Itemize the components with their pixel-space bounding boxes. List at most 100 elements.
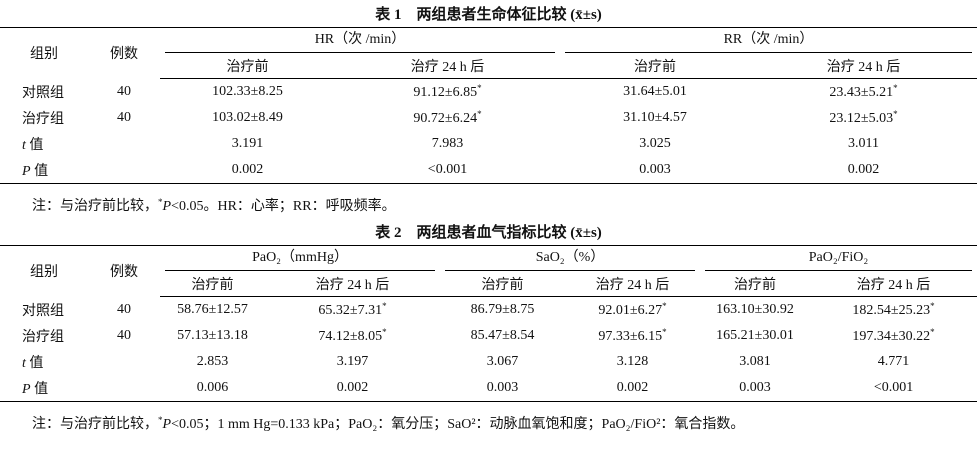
cell <box>88 157 160 184</box>
row: t 值 3.191 7.983 3.025 3.011 <box>0 131 977 157</box>
cell <box>88 349 160 375</box>
header-group-label: PaO₂/FiO₂ <box>705 246 973 271</box>
cell: 197.34±30.22* <box>852 327 935 344</box>
cell: 103.02±8.49 <box>212 110 283 125</box>
cell: 0.003 <box>639 162 671 177</box>
table-title: 表 1 两组患者生命体征比较 (x̄±s) <box>375 7 602 23</box>
note: 注：与治疗前比较，*P<0.05。HR：心率；RR：呼吸频率。 <box>32 197 396 214</box>
cell: 165.21±30.01 <box>716 328 794 343</box>
row: t 值 2.853 3.197 3.067 3.128 3.081 4.771 <box>0 349 977 375</box>
header-group: PaO₂（mmHg） <box>160 246 440 271</box>
header-cell: 组别 <box>30 265 58 281</box>
cell: 3.191 <box>231 136 264 151</box>
table: 组别 例数 PaO₂（mmHg） SaO₂（%） PaO₂/FiO₂ 治疗前 治疗 24 h… <box>0 245 977 402</box>
cell: 31.64±5.01 <box>623 84 687 99</box>
document: 表 1 两组患者生命体征比较 (x̄±s) 组别 例数 HR（次 /min） RR（次 … <box>0 7 977 432</box>
header-cell: 治疗前 <box>440 271 566 297</box>
cell: <0.001 <box>427 162 468 177</box>
cell: 40 <box>117 110 131 125</box>
cell <box>88 375 160 402</box>
cell: 182.54±25.23* <box>852 301 935 318</box>
header-row: 组别 例数 PaO₂（mmHg） SaO₂（%） PaO₂/FiO₂ <box>0 246 977 280</box>
cell: 90.72±6.24* <box>413 109 482 126</box>
cell: 7.983 <box>431 136 464 151</box>
cell: 40 <box>117 301 131 317</box>
cell: 对照组 <box>22 303 64 319</box>
header-cell: 治疗 24 h 后 <box>335 53 560 79</box>
cell: 0.002 <box>616 380 649 395</box>
cell: 40 <box>117 83 131 99</box>
row: P 值 0.006 0.002 0.003 0.002 0.003 <0.001 <box>0 375 977 402</box>
cell: 86.79±8.75 <box>470 302 535 317</box>
header-group: PaO₂/FiO₂ <box>700 246 977 271</box>
note: 注：与治疗前比较，*P<0.05；1 mm Hg=0.133 kPa；PaO₂：… <box>32 415 745 432</box>
cell: 0.003 <box>486 380 519 395</box>
row: 对照组 40 58.76±12.57 65.32±7.31* 86.79±8.75 92.… <box>0 297 977 324</box>
header-group: SaO₂（%） <box>440 246 700 271</box>
cell: 0.002 <box>336 380 369 395</box>
header-row: 组别 例数 HR（次 /min） RR（次 /min） <box>0 28 977 62</box>
cell: 31.10±4.57 <box>623 110 687 125</box>
table-title: 表 2 两组患者血气指标比较 (x̄±s) <box>375 225 602 241</box>
cell: 3.025 <box>639 136 671 151</box>
row: P 值 0.002 <0.001 0.003 0.002 <box>0 157 977 184</box>
header-cell: 治疗前 <box>700 271 811 297</box>
cell: 3.197 <box>336 354 369 369</box>
cell: t 值 <box>22 138 44 153</box>
header-group-label: SaO₂（%） <box>445 246 696 271</box>
cell: 92.01±6.27* <box>598 301 667 318</box>
cell <box>88 131 160 157</box>
cell: 3.067 <box>486 354 519 369</box>
header-group: RR（次 /min） <box>560 28 977 53</box>
table: 组别 例数 HR（次 /min） RR（次 /min） 治疗前 治疗 24 h 后治疗前治… <box>0 27 977 184</box>
cell: 对照组 <box>22 85 64 101</box>
header-cell: 治疗前 <box>560 53 750 79</box>
header-group: HR（次 /min） <box>160 28 560 53</box>
row: 治疗组 40 103.02±8.49 90.72±6.24* 31.10±4.57 23.… <box>0 105 977 131</box>
cell: 治疗组 <box>22 330 64 345</box>
header-cell: 例数 <box>110 265 138 281</box>
row: 对照组 40 102.33±8.25 91.12±6.85* 31.64±5.01 23.… <box>0 79 977 106</box>
cell: 102.33±8.25 <box>212 84 283 99</box>
header-row: 治疗前 治疗 24 h 后治疗前 治疗 24 h 后 <box>0 53 977 79</box>
cell: 57.13±13.18 <box>177 328 248 343</box>
cell: 74.12±8.05* <box>318 327 387 344</box>
cell: 4.771 <box>877 354 910 369</box>
header-cell: 例数 <box>110 47 138 63</box>
cell: <0.001 <box>873 380 914 395</box>
cell: 3.128 <box>616 354 649 369</box>
cell: 0.003 <box>739 380 771 395</box>
header-cell: 治疗 24 h 后 <box>810 271 977 297</box>
cell: 85.47±8.54 <box>470 328 535 343</box>
header-cell: 治疗前 <box>160 271 265 297</box>
header-cell: 治疗 24 h 后 <box>265 271 441 297</box>
cell: 0.002 <box>847 162 880 177</box>
header-cell: 治疗 24 h 后 <box>565 271 701 297</box>
cell: 3.011 <box>848 136 879 151</box>
cell: 3.081 <box>739 354 771 369</box>
header-cell: 治疗 24 h 后 <box>750 53 977 79</box>
cell: 23.12±5.03* <box>829 109 898 126</box>
header-cell: 组别 <box>30 47 58 63</box>
cell: 0.002 <box>231 162 264 177</box>
cell: P 值 <box>22 382 49 397</box>
cell: 97.33±6.15* <box>598 327 667 344</box>
cell: 91.12±6.85* <box>413 83 482 100</box>
cell: 58.76±12.57 <box>177 302 248 317</box>
cell: t 值 <box>22 356 44 371</box>
cell: P 值 <box>22 164 49 179</box>
cell: 治疗组 <box>22 112 64 127</box>
cell: 163.10±30.92 <box>716 302 794 317</box>
header-row: 治疗前 治疗 24 h 后治疗前 治疗 24 h 后治疗前 治疗 24 h 后 <box>0 271 977 297</box>
row: 治疗组 40 57.13±13.18 74.12±8.05* 85.47±8.54 97.… <box>0 323 977 349</box>
header-group-label: HR（次 /min） <box>165 28 555 53</box>
header-cell: 治疗前 <box>160 53 335 79</box>
cell: 65.32±7.31* <box>318 301 387 318</box>
cell: 2.853 <box>196 354 229 369</box>
cell: 23.43±5.21* <box>829 83 898 100</box>
cell: 40 <box>117 328 131 343</box>
header-group-label: PaO₂（mmHg） <box>165 246 436 271</box>
cell: 0.006 <box>196 380 229 395</box>
header-group-label: RR（次 /min） <box>565 28 973 53</box>
